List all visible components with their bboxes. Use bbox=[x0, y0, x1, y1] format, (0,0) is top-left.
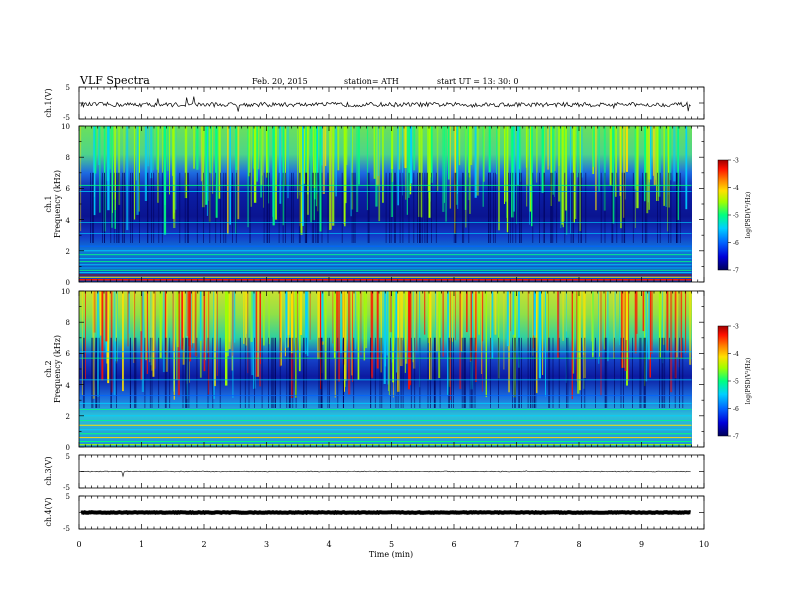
ch2-spec-ytick-0: 0 bbox=[66, 444, 70, 452]
x-tick-label-1: 1 bbox=[139, 540, 144, 549]
x-axis-tick-labels: 0 1 2 3 4 5 6 7 8 9 10 bbox=[76, 540, 709, 549]
ch3-ylabel: ch.3(V) bbox=[44, 456, 53, 485]
x-tick-label-5: 5 bbox=[389, 540, 394, 549]
colorbar-ch2-label: log(PSD(V²/Hz) bbox=[745, 358, 752, 405]
figure-title: VLF Spectra bbox=[79, 74, 150, 87]
ch2-spec-ytick-2: 2 bbox=[66, 413, 70, 421]
ch3-waveform-trace bbox=[80, 470, 691, 478]
colorbar-tick--3: -3 bbox=[733, 158, 739, 165]
colorbar-tick--4: -4 bbox=[733, 351, 739, 358]
colorbar-tick--5: -5 bbox=[733, 213, 739, 220]
ch1-ylabel: ch.1(V) bbox=[44, 88, 53, 117]
x-tick-label-4: 4 bbox=[326, 540, 331, 549]
ch2-spec-ytick-8: 8 bbox=[66, 319, 70, 327]
colorbar-tick--7: -7 bbox=[733, 268, 739, 275]
x-tick-label-7: 7 bbox=[514, 540, 519, 549]
colorbar-tick--6: -6 bbox=[733, 406, 739, 413]
ch4-ytick-bottom: -5 bbox=[63, 525, 70, 533]
ch1-spec-ylabel: Frequency (kHz) bbox=[53, 170, 62, 238]
colorbar-tick--7: -7 bbox=[733, 434, 739, 441]
ch3-waveform-panel: 5 -5 ch.3(V) bbox=[44, 453, 705, 492]
colorbar-tick--6: -6 bbox=[733, 240, 739, 247]
x-tick-label-0: 0 bbox=[76, 540, 81, 549]
ch1-spectrogram-streaks bbox=[80, 126, 688, 243]
x-axis-label: Time (min) bbox=[369, 550, 413, 559]
ch1-spec-ytick-0: 0 bbox=[66, 279, 70, 287]
ch2-spectrogram-panel: 10 8 6 4 2 0 ch.2 Frequency (kHz) bbox=[44, 288, 705, 452]
colorbar-ch1-label: log(PSD(V²/Hz) bbox=[745, 192, 752, 239]
colorbar-ch2: -3 -4 -5 -6 -7 log(PSD(V²/Hz) bbox=[717, 324, 752, 441]
start-time-label: start UT = 13: 30: 0 bbox=[437, 77, 518, 86]
colorbar-tick--5: -5 bbox=[733, 379, 739, 386]
station-label: station= ATH bbox=[344, 77, 399, 86]
ch1-spec-ytick-2: 2 bbox=[66, 248, 70, 256]
ch1-ytick-top: 5 bbox=[66, 84, 70, 92]
ch3-ytick-top: 5 bbox=[66, 453, 70, 461]
axis-ticks bbox=[78, 86, 705, 530]
ch1-spectrogram-panel: 10 8 6 4 2 0 ch.1 Frequency (kHz) bbox=[44, 123, 705, 287]
x-tick-label-8: 8 bbox=[576, 540, 581, 549]
ch2-spec-ytick-4: 4 bbox=[66, 382, 71, 390]
ch1-waveform-panel: 5 -5 ch.1(V) bbox=[44, 84, 705, 122]
x-tick-label-10: 10 bbox=[699, 540, 709, 549]
ch4-waveform-trace bbox=[80, 510, 691, 516]
ch2-spectrogram-lines bbox=[79, 351, 692, 446]
x-tick-label-3: 3 bbox=[264, 540, 269, 549]
ch2-spec-ytick-10: 10 bbox=[61, 288, 70, 296]
ch4-ylabel: ch.4(V) bbox=[44, 497, 53, 526]
ch1-spectrogram-lines bbox=[79, 184, 692, 281]
ch2-spec-channel-label: ch.2 bbox=[44, 360, 53, 377]
ch1-waveform-trace bbox=[80, 96, 691, 112]
ch4-waveform-panel: 5 -5 ch.4(V) bbox=[44, 493, 705, 533]
ch2-spectrogram-streaks bbox=[81, 291, 692, 408]
x-tick-label-2: 2 bbox=[201, 540, 206, 549]
colorbar-tick--3: -3 bbox=[733, 324, 739, 331]
ch3-ytick-bottom: -5 bbox=[63, 484, 70, 492]
ch2-spec-ylabel: Frequency (kHz) bbox=[53, 335, 62, 403]
ch1-spec-ytick-6: 6 bbox=[66, 185, 71, 193]
ch2-spec-ytick-6: 6 bbox=[66, 350, 71, 358]
ch1-spec-channel-label: ch.1 bbox=[44, 195, 53, 212]
ch1-ytick-bottom: -5 bbox=[63, 114, 70, 122]
colorbar-ch1: -3 -4 -5 -6 -7 log(PSD(V²/Hz) bbox=[717, 158, 752, 275]
ch1-spec-ytick-10: 10 bbox=[61, 123, 70, 131]
x-tick-label-6: 6 bbox=[451, 540, 456, 549]
ch1-spec-ytick-8: 8 bbox=[66, 154, 70, 162]
colorbar-tick--4: -4 bbox=[733, 185, 739, 192]
date-label: Feb. 20, 2015 bbox=[252, 77, 308, 86]
ch4-ytick-top: 5 bbox=[66, 493, 70, 501]
x-tick-label-9: 9 bbox=[639, 540, 644, 549]
ch1-spec-ytick-4: 4 bbox=[66, 217, 71, 225]
